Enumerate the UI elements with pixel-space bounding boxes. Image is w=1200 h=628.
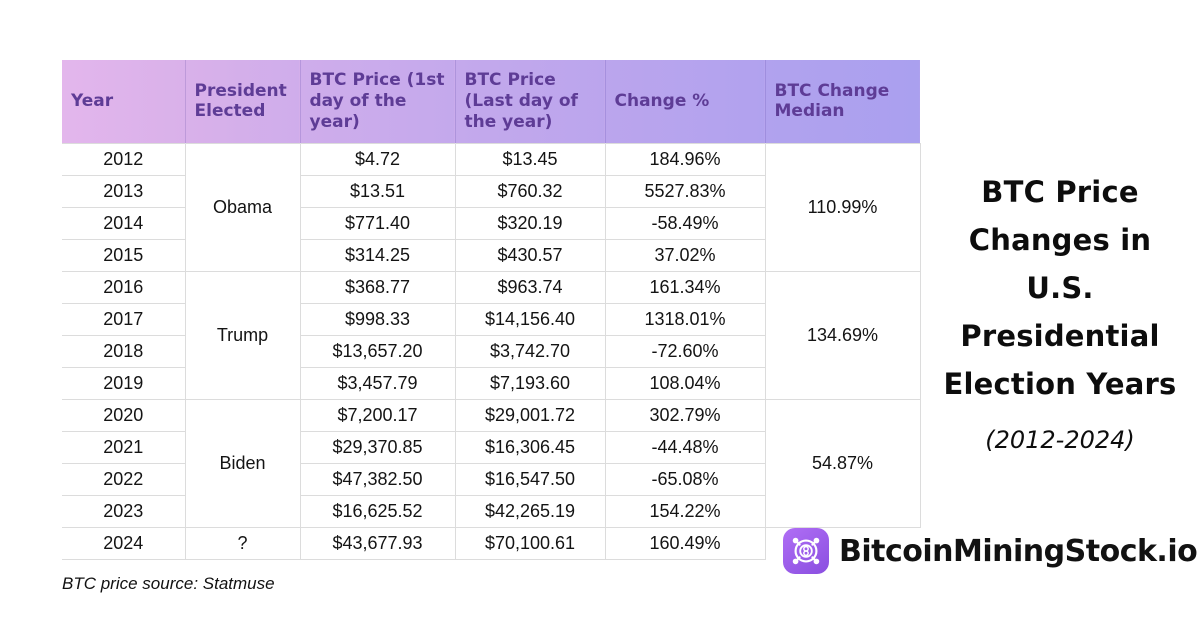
table-row: 2020 Biden $7,200.17 $29,001.72 302.79% … — [62, 398, 921, 528]
logo-wordmark: BitcoinMiningStock.io — [839, 533, 1198, 569]
price-start-cell: $7,200.17 — [299, 398, 456, 432]
year-cell: 2018 — [62, 334, 186, 368]
title-line: BTC Price — [981, 175, 1139, 209]
year-cell: 2012 — [62, 142, 186, 176]
table-row: 2023 $16,625.52 $42,265.19 154.22% — [62, 494, 920, 528]
median-cell: 110.99% — [764, 142, 921, 272]
table-row: 2024 ? $43,677.93 $70,100.61 160.49% — [62, 526, 920, 560]
header-median: BTC Change Median — [765, 60, 920, 143]
change-cell: 160.49% — [604, 526, 766, 560]
year-cell: 2022 — [62, 462, 186, 496]
change-cell: 161.34% — [604, 270, 766, 304]
year-cell: 2023 — [62, 494, 186, 528]
year-cell: 2016 — [62, 270, 186, 304]
price-end-cell: $29,001.72 — [454, 398, 606, 432]
president-cell: Trump — [184, 270, 301, 400]
table-header-row: Year President Elected BTC Price (1st da… — [62, 60, 920, 143]
change-cell: -72.60% — [604, 334, 766, 368]
price-end-cell: $963.74 — [454, 270, 606, 304]
price-end-cell: $430.57 — [454, 238, 606, 272]
title-line: Changes in — [968, 223, 1152, 257]
year-cell: 2019 — [62, 366, 186, 400]
btc-price-table: Year President Elected BTC Price (1st da… — [62, 60, 921, 560]
table-row: 2022 $47,382.50 $16,547.50 -65.08% — [62, 462, 920, 496]
price-start-cell: $368.77 — [299, 270, 456, 304]
table-row: 2019 $3,457.79 $7,193.60 108.04% — [62, 366, 920, 400]
change-cell: -58.49% — [604, 206, 766, 240]
price-start-cell: $47,382.50 — [299, 462, 456, 496]
price-end-cell: $70,100.61 — [454, 526, 606, 560]
president-cell: Biden — [184, 398, 301, 528]
change-cell: 154.22% — [604, 494, 766, 528]
median-cell: 54.87% — [764, 398, 921, 528]
price-start-cell: $314.25 — [299, 238, 456, 272]
year-cell: 2013 — [62, 174, 186, 208]
table-row: 2012 Obama $4.72 $13.45 184.96% 110.99% — [62, 142, 921, 272]
price-end-cell: $42,265.19 — [454, 494, 606, 528]
price-start-cell: $13,657.20 — [299, 334, 456, 368]
price-end-cell: $16,547.50 — [454, 462, 606, 496]
year-cell: 2017 — [62, 302, 186, 336]
price-start-cell: $43,677.93 — [299, 526, 456, 560]
header-president: President Elected — [185, 60, 301, 143]
table-row: 2014 $771.40 $320.19 -58.49% — [62, 206, 920, 240]
source-note: BTC price source: Statmuse — [62, 574, 275, 593]
price-start-cell: $4.72 — [299, 142, 456, 176]
header-change: Change % — [605, 60, 766, 143]
chart-title: BTC Price Changes in U.S. Presidential E… — [925, 168, 1195, 454]
mining-fan-icon — [783, 528, 829, 574]
change-cell: 5527.83% — [604, 174, 766, 208]
table-row: 2015 $314.25 $430.57 37.02% — [62, 238, 920, 272]
header-price-end: BTC Price (Last day of the year) — [455, 60, 606, 143]
change-cell: -65.08% — [604, 462, 766, 496]
change-cell: 302.79% — [604, 398, 766, 432]
price-start-cell: $3,457.79 — [299, 366, 456, 400]
change-cell: 184.96% — [604, 142, 766, 176]
price-start-cell: $13.51 — [299, 174, 456, 208]
year-cell: 2014 — [62, 206, 186, 240]
title-year-range: (2012-2024) — [985, 426, 1135, 454]
price-end-cell: $760.32 — [454, 174, 606, 208]
title-line: U.S. — [1026, 271, 1094, 305]
change-cell: 1318.01% — [604, 302, 766, 336]
president-cell: Obama — [184, 142, 301, 272]
change-cell: 37.02% — [604, 238, 766, 272]
year-cell: 2015 — [62, 238, 186, 272]
price-end-cell: $7,193.60 — [454, 366, 606, 400]
table-row: 2018 $13,657.20 $3,742.70 -72.60% — [62, 334, 920, 368]
year-cell: 2021 — [62, 430, 186, 464]
year-cell: 2024 — [62, 526, 186, 560]
price-end-cell: $3,742.70 — [454, 334, 606, 368]
table-row: 2016 Trump $368.77 $963.74 161.34% 134.6… — [62, 270, 921, 400]
header-year: Year — [62, 60, 186, 143]
price-end-cell: $14,156.40 — [454, 302, 606, 336]
title-line: Presidential — [960, 319, 1160, 353]
price-start-cell: $16,625.52 — [299, 494, 456, 528]
change-cell: 108.04% — [604, 366, 766, 400]
price-end-cell: $320.19 — [454, 206, 606, 240]
table-row: 2021 $29,370.85 $16,306.45 -44.48% — [62, 430, 920, 464]
bitcoinminingstock-logo: BitcoinMiningStock.io — [783, 528, 1198, 574]
title-line: Election Years — [943, 367, 1177, 401]
price-start-cell: $998.33 — [299, 302, 456, 336]
year-cell: 2020 — [62, 398, 186, 432]
median-cell: 134.69% — [764, 270, 921, 400]
price-start-cell: $29,370.85 — [299, 430, 456, 464]
price-end-cell: $13.45 — [454, 142, 606, 176]
price-end-cell: $16,306.45 — [454, 430, 606, 464]
president-cell: ? — [184, 526, 301, 560]
header-price-start: BTC Price (1st day of the year) — [300, 60, 456, 143]
price-start-cell: $771.40 — [299, 206, 456, 240]
change-cell: -44.48% — [604, 430, 766, 464]
